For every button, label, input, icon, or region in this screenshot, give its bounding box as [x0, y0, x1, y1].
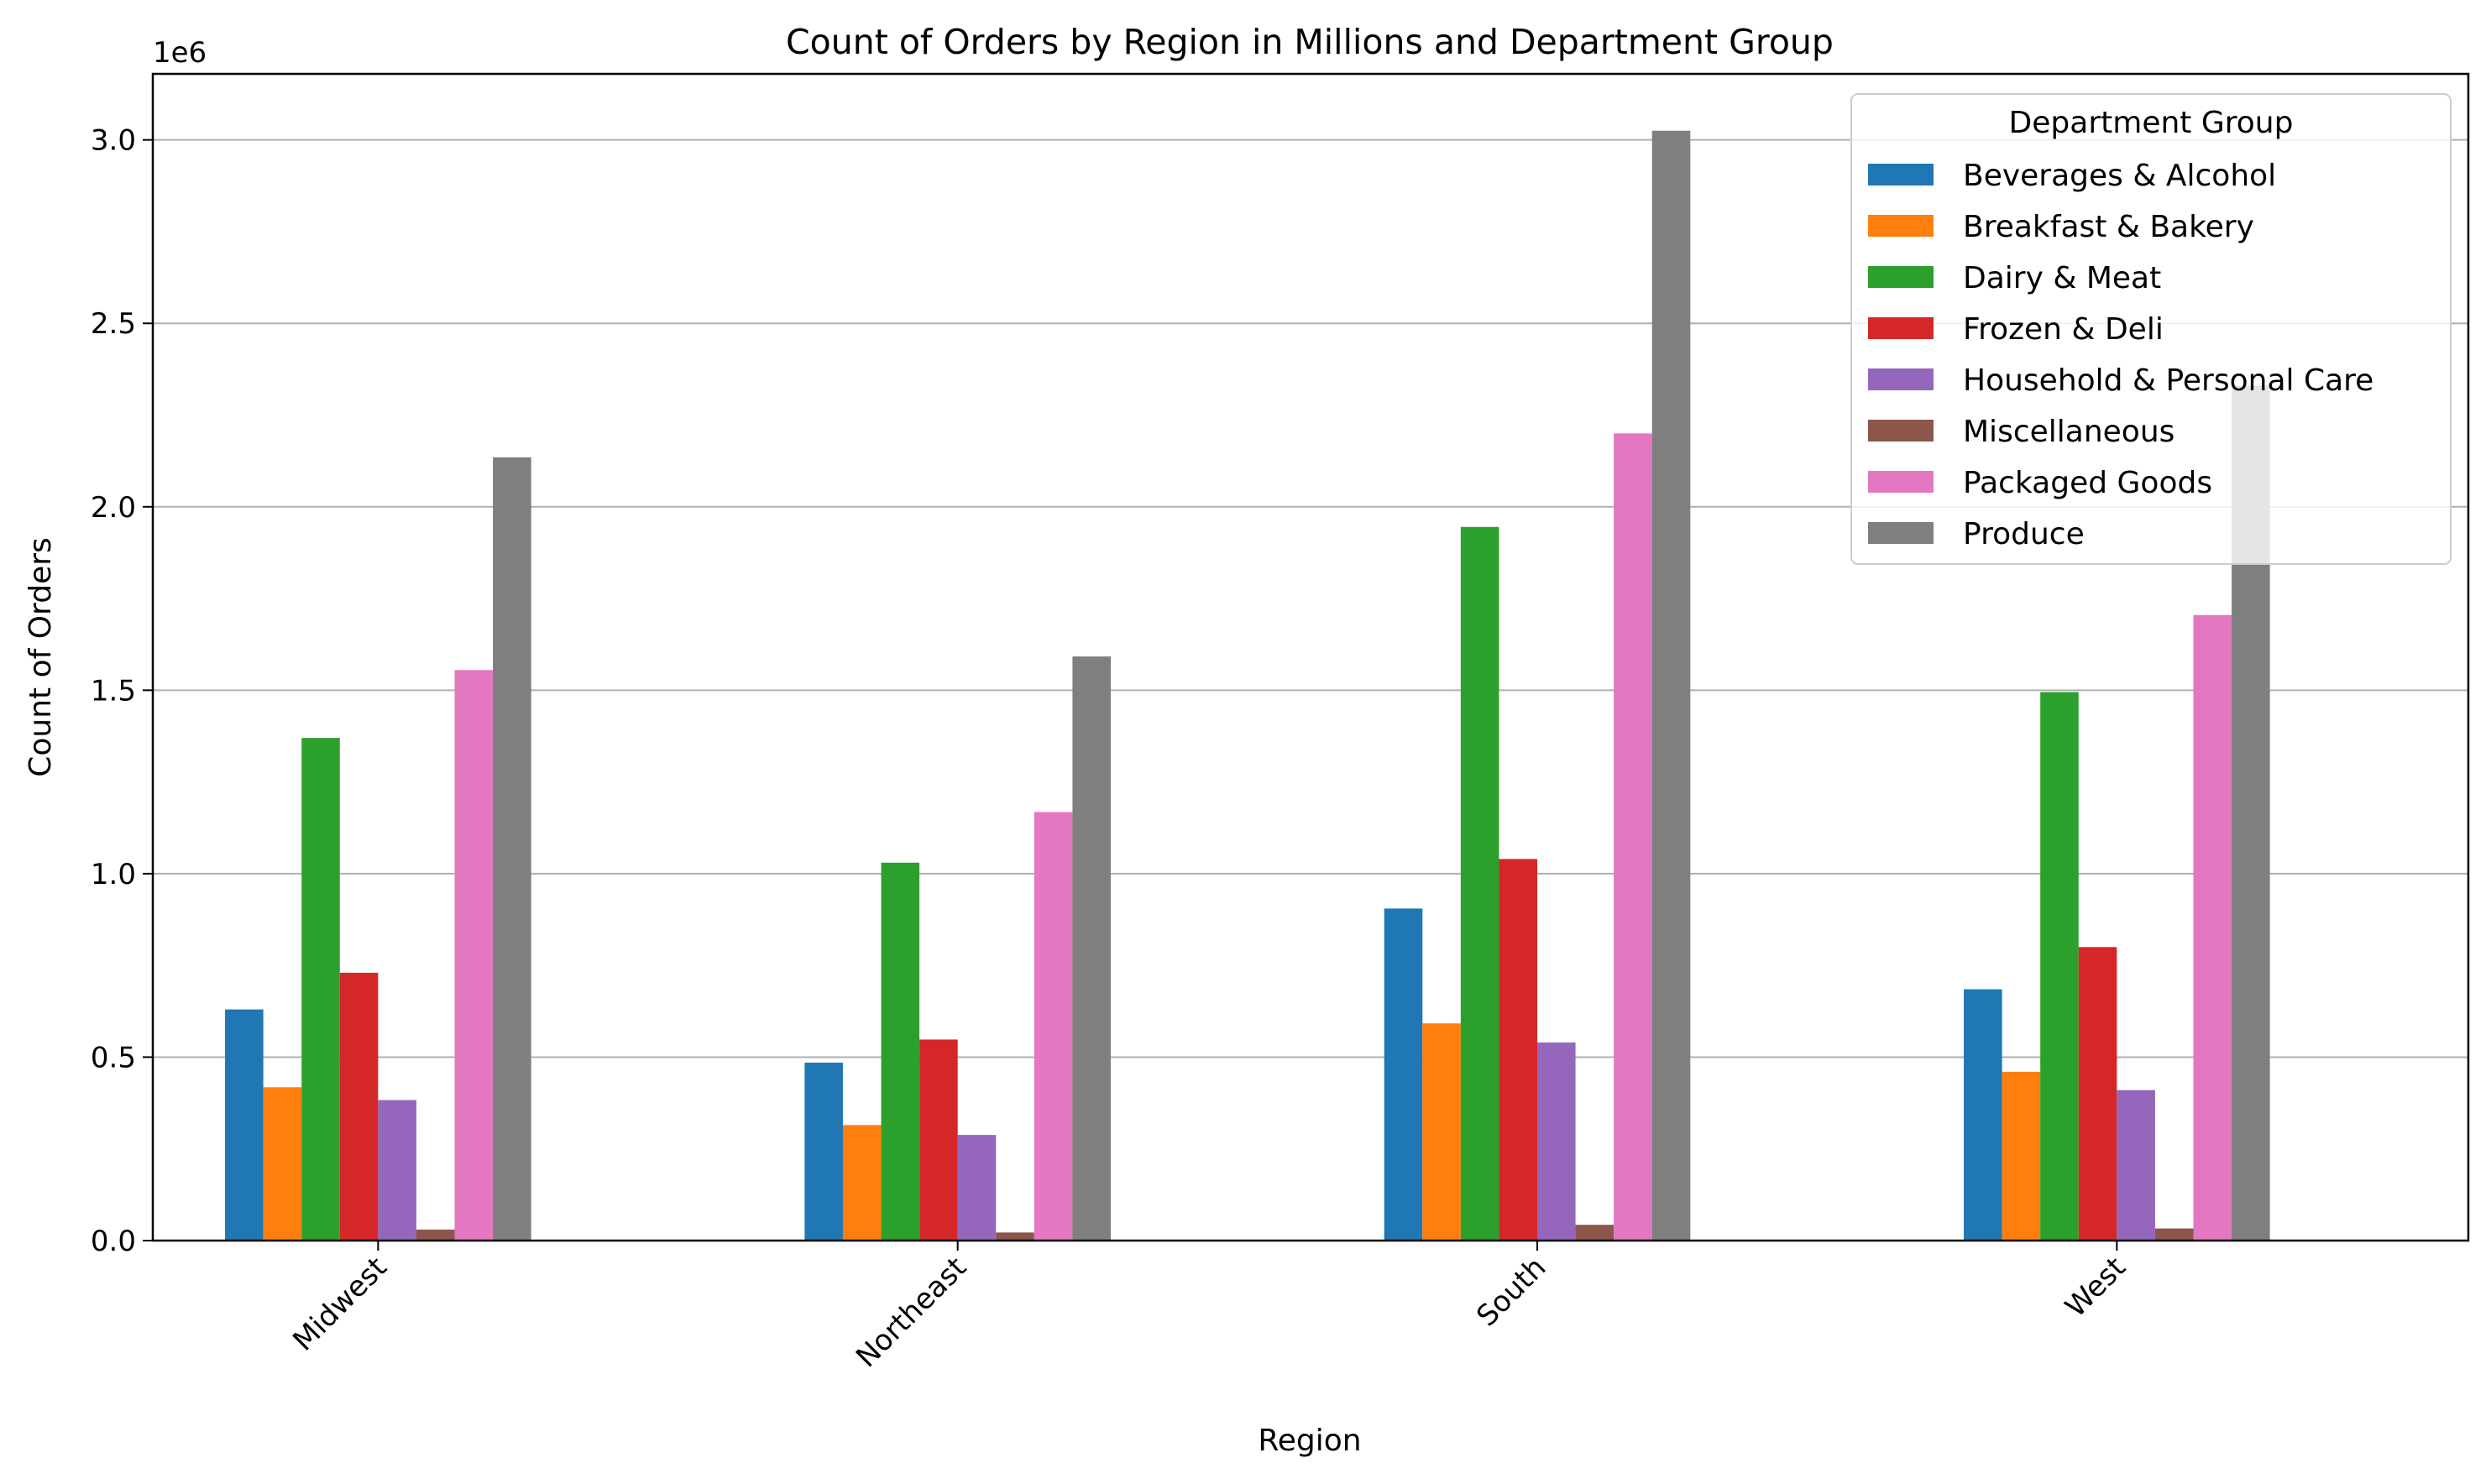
legend-swatch	[1868, 420, 1934, 442]
legend-label: Produce	[1963, 517, 2085, 551]
legend-label: Packaged Goods	[1963, 466, 2212, 500]
legend-label: Miscellaneous	[1963, 415, 2174, 449]
bar	[416, 1229, 455, 1241]
y-offset-label: 1e6	[153, 36, 207, 70]
bar	[881, 862, 920, 1241]
bar	[1422, 1023, 1461, 1241]
bar	[301, 738, 340, 1241]
plot-frame	[151, 72, 2470, 1242]
bar	[1537, 1042, 1576, 1241]
bar	[919, 1039, 958, 1241]
legend-swatch	[1868, 266, 1934, 288]
bar	[2117, 1089, 2155, 1241]
y-tick-label: 2.0	[91, 491, 136, 525]
bar	[378, 1100, 416, 1241]
legend-title: Department Group	[2009, 106, 2294, 140]
bar	[1651, 130, 1691, 1241]
y-tick-label: 2.5	[91, 307, 136, 341]
legend-label: Beverages & Alcohol	[1963, 159, 2276, 193]
bar	[2078, 947, 2117, 1241]
bar	[454, 670, 494, 1241]
bar	[842, 1125, 882, 1241]
x-axis-ticks: Midwest Northeast South West	[286, 1241, 2133, 1374]
bar	[996, 1232, 1034, 1241]
legend-label: Frozen & Deli	[1963, 312, 2164, 347]
legend-swatch	[1868, 522, 1934, 544]
legend-box	[1850, 93, 2452, 565]
bar	[1614, 433, 1652, 1241]
bar	[2193, 614, 2232, 1241]
bar	[804, 1063, 843, 1241]
bar	[1499, 859, 1538, 1241]
legend-swatch	[1868, 471, 1934, 493]
bar	[1384, 908, 1423, 1241]
y-tick-label: 0.5	[91, 1041, 136, 1074]
bar	[957, 1135, 997, 1241]
bar	[2154, 1228, 2194, 1241]
y-tick-label: 3.0	[91, 124, 136, 158]
bar	[1575, 1225, 1614, 1241]
x-tick-label: South	[1470, 1251, 1552, 1333]
legend-swatch	[1868, 215, 1934, 237]
bar	[339, 972, 379, 1241]
bar	[263, 1087, 302, 1241]
x-axis-label: Region	[1258, 1424, 1361, 1458]
legend-label: Breakfast & Bakery	[1963, 210, 2254, 244]
bar	[2002, 1071, 2041, 1241]
bar	[1964, 989, 2002, 1241]
x-tick-label: Midwest	[286, 1251, 393, 1357]
bar	[2040, 692, 2079, 1241]
bar	[493, 457, 531, 1241]
x-tick-label: West	[2059, 1251, 2132, 1324]
bar	[225, 1009, 264, 1241]
y-tick-label: 1.5	[91, 674, 136, 708]
legend-label: Dairy & Meat	[1963, 261, 2161, 295]
y-axis-ticks: 0.0 0.5 1.0 1.5 2.0 2.5 3.0	[91, 124, 153, 1258]
legend-swatch	[1868, 368, 1934, 390]
bar	[1034, 812, 1073, 1241]
bars	[225, 130, 2270, 1241]
bar	[1072, 656, 1111, 1241]
y-tick-label: 1.0	[91, 858, 136, 891]
bar	[1460, 526, 1499, 1241]
legend: Department Group Beverages & Alcohol Break…	[1850, 93, 2452, 565]
legend-swatch	[1868, 164, 1934, 186]
legend-swatch	[1868, 317, 1934, 339]
x-tick-label: Northeast	[850, 1251, 973, 1374]
legend-label: Household & Personal Care	[1963, 363, 2373, 398]
chart-title: Count of Orders by Region in Millions an…	[786, 22, 1834, 62]
y-axis-label: Count of Orders	[24, 537, 58, 777]
y-tick-label: 0.0	[91, 1225, 136, 1258]
